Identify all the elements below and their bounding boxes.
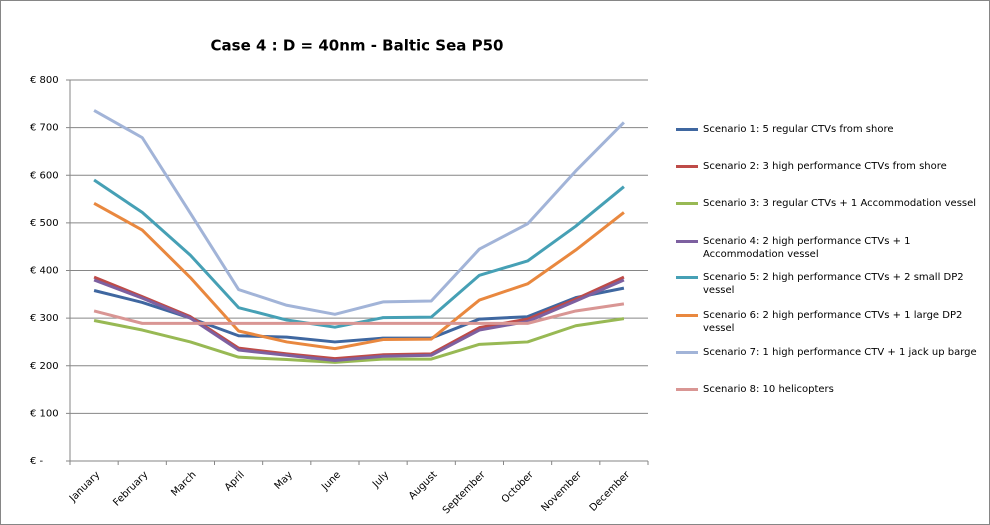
series-line xyxy=(93,202,625,351)
y-tick-label: € 200 xyxy=(30,361,59,372)
legend-swatch xyxy=(676,165,698,168)
y-tick-label: € - xyxy=(30,456,44,467)
legend-label: Scenario 2: 3 high performance CTVs from… xyxy=(703,161,947,172)
legend-item: Scenario 3: 3 regular CTVs + 1 Accommoda… xyxy=(676,197,988,210)
legend-swatch xyxy=(676,202,698,205)
series-line xyxy=(93,109,625,316)
y-tick-label: € 300 xyxy=(30,313,59,324)
legend-swatch xyxy=(676,240,698,243)
legend-label: Scenario 5: 2 high performance CTVs + 2 … xyxy=(703,272,964,296)
chart-title: Case 4 : D = 40nm - Baltic Sea P50 xyxy=(211,37,504,55)
legend-item: Scenario 7: 1 high performance CTV + 1 j… xyxy=(676,346,988,359)
legend-swatch xyxy=(676,276,698,279)
legend-item: Scenario 8: 10 helicopters xyxy=(676,383,988,396)
legend-item: Scenario 1: 5 regular CTVs from shore xyxy=(676,123,988,136)
legend-label: Scenario 1: 5 regular CTVs from shore xyxy=(703,124,894,135)
legend-label: Scenario 7: 1 high performance CTV + 1 j… xyxy=(703,347,977,358)
legend-item: Scenario 2: 3 high performance CTVs from… xyxy=(676,160,988,173)
legend-swatch xyxy=(676,351,698,354)
legend-item: Scenario 5: 2 high performance CTVs + 2 … xyxy=(676,271,988,297)
legend-label: Scenario 6: 2 high performance CTVs + 1 … xyxy=(703,310,963,334)
legend-swatch xyxy=(676,128,698,131)
legend-label: Scenario 8: 10 helicopters xyxy=(703,384,834,395)
legend-item: Scenario 4: 2 high performance CTVs + 1 … xyxy=(676,235,988,261)
legend-item: Scenario 6: 2 high performance CTVs + 1 … xyxy=(676,309,988,335)
legend-label: Scenario 4: 2 high performance CTVs + 1 … xyxy=(703,236,911,260)
y-tick-label: € 500 xyxy=(30,218,59,229)
series-line xyxy=(93,278,625,363)
y-tick-label: € 400 xyxy=(30,266,59,277)
y-tick-label: € 600 xyxy=(30,170,59,181)
series-line xyxy=(93,302,625,325)
legend-label: Scenario 3: 3 regular CTVs + 1 Accommoda… xyxy=(703,198,977,209)
series-line xyxy=(93,317,625,364)
y-tick-label: € 100 xyxy=(30,408,59,419)
legend-swatch xyxy=(676,314,698,317)
y-tick-label: € 800 xyxy=(30,75,59,86)
y-tick-label: € 700 xyxy=(30,123,59,134)
legend-swatch xyxy=(676,388,698,391)
